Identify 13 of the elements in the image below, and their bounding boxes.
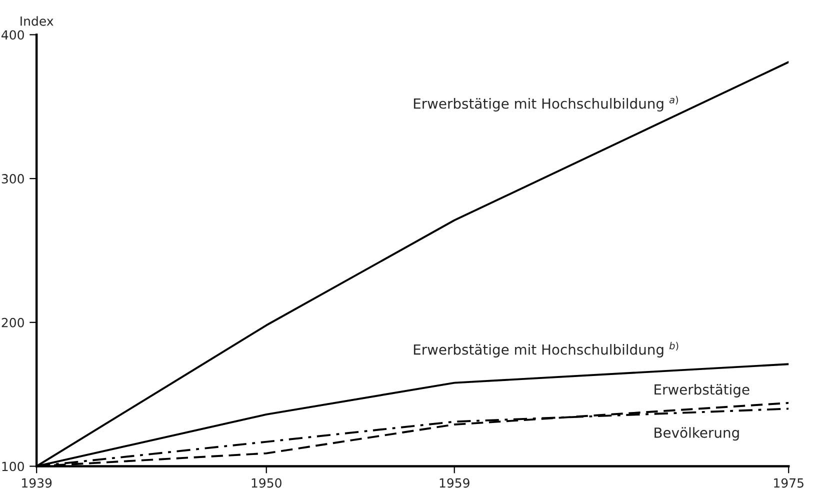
x-tick-label: 1959: [440, 478, 470, 488]
x-tick-label: 1950: [252, 478, 282, 488]
x-tick-label: 1975: [774, 478, 804, 488]
y-axis-title: Index: [20, 16, 54, 26]
y-tick-label: 400: [2, 30, 24, 40]
x-tick-label: 1939: [22, 478, 52, 488]
series-label: Erwerbstätige mit Hochschulbildung $^{b)}$: [414, 342, 678, 358]
series-label: Erwerbstätige: [654, 384, 750, 398]
y-tick-label: 300: [2, 174, 24, 184]
y-tick-label: 200: [2, 318, 24, 328]
series-label: Bevölkerung: [654, 427, 739, 441]
y-tick-label: 100: [2, 462, 24, 472]
series-label: Erwerbstätige mit Hochschulbildung $^{a)}$: [414, 96, 678, 112]
